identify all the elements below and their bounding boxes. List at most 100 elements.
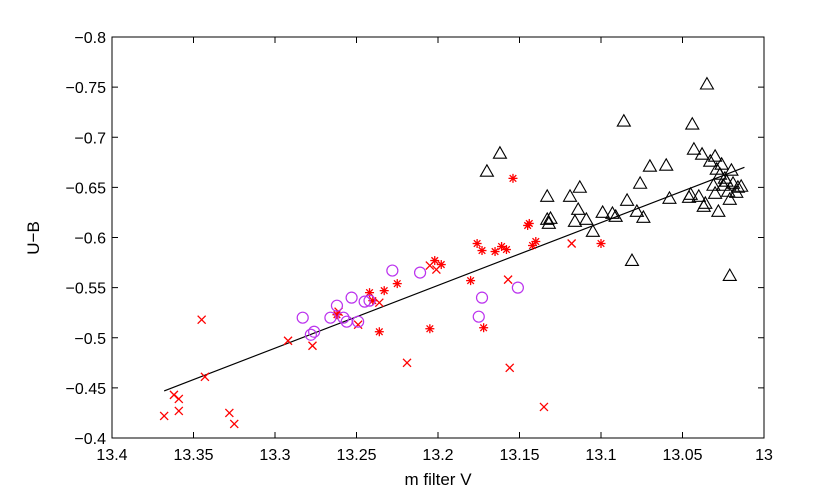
y-tick-label: −0.65 — [66, 180, 107, 197]
circle-marker-point — [324, 311, 337, 324]
triangle-marker-point — [479, 163, 495, 177]
triangle-marker-point — [543, 210, 558, 224]
y-tick-label: −0.8 — [74, 30, 106, 47]
triangle-marker-point — [567, 213, 583, 227]
y-tick-label: −0.7 — [74, 130, 106, 147]
asterisk-marker-point — [472, 239, 482, 249]
asterisk-marker-point — [374, 327, 384, 337]
triangle-marker-point — [562, 188, 578, 202]
triangle-marker-point — [572, 179, 588, 193]
x-tick-label: 13.05 — [662, 447, 702, 464]
triangle-marker-point — [642, 158, 658, 172]
circle-marker-point — [330, 299, 344, 312]
x-marker-point — [353, 320, 363, 330]
x-tick-label: 13.2 — [422, 447, 453, 464]
x-marker-point — [224, 408, 234, 418]
circle-marker-point — [296, 311, 309, 324]
axis-ticks — [111, 36, 765, 439]
x-tick-label: 13.4 — [96, 447, 127, 464]
circle-marker-point — [345, 291, 358, 304]
triangle-marker-point — [699, 76, 715, 90]
triangle-marker-point — [733, 178, 749, 192]
trend-line — [163, 166, 745, 392]
circle-marker-point — [363, 294, 376, 307]
asterisk-marker-point — [596, 239, 606, 249]
asterisk-marker-point — [531, 237, 541, 247]
triangle-marker-point — [616, 113, 632, 127]
x-tick-label: 13.35 — [173, 447, 213, 464]
y-tick-label: −0.75 — [66, 80, 107, 97]
triangle-marker-point — [658, 157, 674, 171]
asterisk-marker-point — [479, 323, 489, 333]
x-marker-point — [374, 298, 384, 308]
triangle-marker-point — [683, 186, 699, 200]
asterisk-marker-point — [501, 245, 511, 255]
x-marker-point — [200, 372, 210, 382]
x-marker-point — [197, 315, 207, 325]
triangle-marker-point — [702, 153, 718, 167]
y-tick-label: −0.55 — [66, 281, 107, 298]
triangle-marker-point — [707, 185, 723, 199]
x-marker-point — [308, 341, 317, 351]
y-axis-title: U−B — [24, 221, 43, 255]
x-marker-point — [539, 402, 549, 412]
triangle-marker-point — [635, 209, 651, 223]
y-tick-label: −0.5 — [74, 331, 106, 348]
triangle-marker-point — [604, 205, 620, 219]
y-tick-label: −0.6 — [74, 231, 106, 248]
x-marker-point — [567, 239, 577, 248]
x-tick-label: 13.15 — [499, 447, 539, 464]
circle-marker-point — [352, 315, 365, 328]
triangle-marker-point — [629, 203, 645, 217]
triangle-marker-point — [719, 173, 734, 187]
x-marker-point — [229, 419, 239, 429]
asterisk-marker-point — [490, 247, 500, 257]
triangle-marker-point — [492, 145, 508, 159]
triangle-marker-point — [715, 177, 731, 191]
triangle-marker-point — [697, 195, 713, 209]
triangle-marker-point — [694, 146, 710, 160]
circle-marker-point — [413, 266, 427, 279]
x-marker-point — [174, 406, 184, 416]
x-marker-point — [402, 358, 412, 368]
x-marker-point — [505, 363, 515, 373]
triangle-marker-point — [662, 190, 677, 204]
x-marker-point — [503, 275, 513, 285]
triangle-marker-point — [570, 201, 586, 215]
asterisk-marker-point — [425, 324, 435, 334]
triangle-marker-point — [710, 203, 726, 217]
triangle-marker-point — [714, 156, 730, 170]
triangle-marker-point — [578, 211, 594, 225]
y-tick-label: −0.45 — [66, 381, 107, 398]
circle-marker-point — [386, 264, 399, 277]
triangle-marker-point — [541, 215, 557, 229]
triangle-marker-point — [725, 175, 741, 189]
circle-marker-point — [308, 325, 321, 338]
triangle-marker-point — [624, 252, 640, 266]
x-axis-title: m filter V — [404, 470, 472, 489]
triangle-marker-point — [686, 141, 702, 155]
circle-marker-point — [358, 295, 371, 308]
asterisk-marker-point — [392, 279, 402, 289]
triangle-marker-point — [723, 162, 739, 176]
circle-marker-point — [337, 311, 350, 324]
x-marker-point — [159, 411, 169, 421]
triangle-marker-point — [595, 204, 611, 218]
data-points — [159, 76, 749, 429]
x-tick-label: 13.1 — [585, 447, 616, 464]
x-tick-label: 13 — [755, 447, 773, 464]
circle-marker-point — [511, 281, 524, 294]
triangle-marker-point — [608, 208, 624, 222]
x-marker-point — [174, 394, 184, 404]
x-marker-point — [283, 336, 293, 346]
triangle-marker-point — [539, 211, 555, 225]
triangle-marker-point — [539, 188, 555, 202]
triangle-marker-point — [619, 192, 635, 206]
asterisk-marker-point — [430, 256, 440, 266]
asterisk-marker-point — [436, 260, 446, 270]
triangle-marker-point — [722, 267, 738, 282]
triangle-marker-point — [691, 188, 707, 202]
plot-area — [111, 36, 765, 439]
asterisk-marker-point — [477, 246, 487, 256]
triangle-marker-point — [730, 179, 746, 193]
